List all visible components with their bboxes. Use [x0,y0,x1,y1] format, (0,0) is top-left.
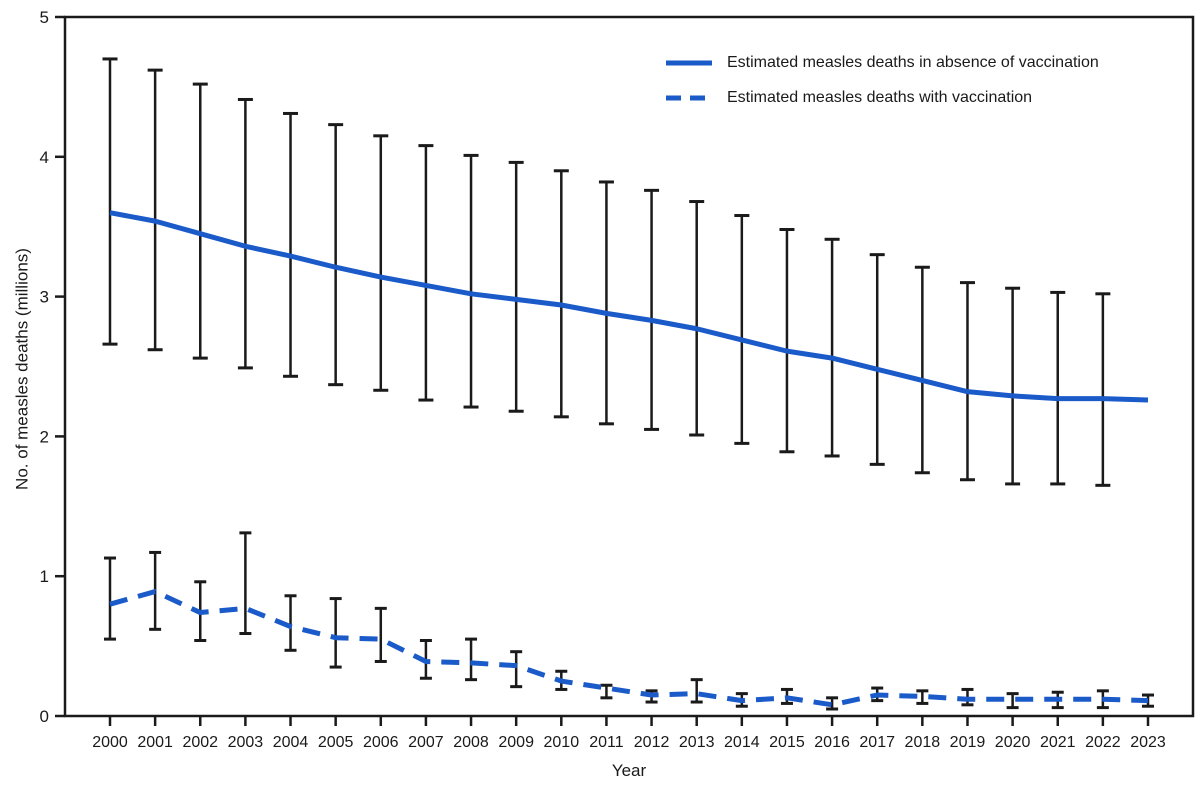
x-tick-label: 2018 [905,734,941,751]
x-tick-label: 2016 [814,734,850,751]
x-tick-label: 2003 [228,734,264,751]
x-tick-label: 2002 [182,734,218,751]
dashed-line-swatch [666,95,712,101]
y-axis-title: No. of measles deaths (millions) [12,248,32,490]
legend-label-no-vaccination: Estimated measles deaths in absence of v… [727,54,1099,71]
x-tick-label: 2006 [363,734,399,751]
x-tick-label: 2004 [273,734,309,751]
x-tick-label: 2011 [589,734,624,751]
x-tick-label: 2009 [498,734,534,751]
x-tick-label: 2015 [769,734,805,751]
x-tick-label: 2012 [634,734,670,751]
y-tick-label: 0 [40,707,49,726]
x-axis-title: Year [611,761,647,780]
x-tick-label: 2007 [408,734,444,751]
x-tick-label: 2008 [453,734,489,751]
y-tick-label: 3 [40,288,49,307]
x-tick-label: 2019 [950,734,986,751]
x-tick-label: 2013 [679,734,715,751]
x-tick-label: 2000 [92,734,128,751]
y-tick-label: 4 [40,148,49,167]
legend-label-with-vaccination: Estimated measles deaths with vaccinatio… [727,89,1033,106]
y-axis-ticks: 0 1 2 3 4 5 [40,8,65,726]
legend-item-with-vaccination: Estimated measles deaths with vaccinatio… [666,87,1099,109]
series-line-no-vaccination [109,210,1149,403]
x-tick-label: 2001 [137,734,173,751]
x-tick-label: 2017 [859,734,895,751]
x-tick-label: 2005 [318,734,354,751]
plot-border [63,15,1195,718]
series-line-with-vaccination [109,589,1149,708]
chart-legend: Estimated measles deaths in absence of v… [666,52,1099,122]
x-tick-label: 2023 [1130,734,1166,751]
x-tick-label: 2020 [995,734,1031,751]
x-axis-ticks: 2000 2001 2002 2003 2004 2005 2006 2007 2008 2009… [92,716,1166,751]
error-bars-no-vaccination [102,57,1111,487]
error-bars-with-vaccination [104,531,1154,711]
x-tick-label: 2010 [544,734,580,751]
legend-item-no-vaccination: Estimated measles deaths in absence of v… [666,52,1099,74]
x-tick-label: 2022 [1085,734,1121,751]
x-tick-label: 2021 [1040,734,1076,751]
y-tick-label: 1 [40,567,49,586]
solid-line-swatch [666,60,712,66]
y-tick-label: 2 [40,427,49,446]
x-tick-label: 2014 [724,734,760,751]
y-tick-label: 5 [40,8,49,27]
